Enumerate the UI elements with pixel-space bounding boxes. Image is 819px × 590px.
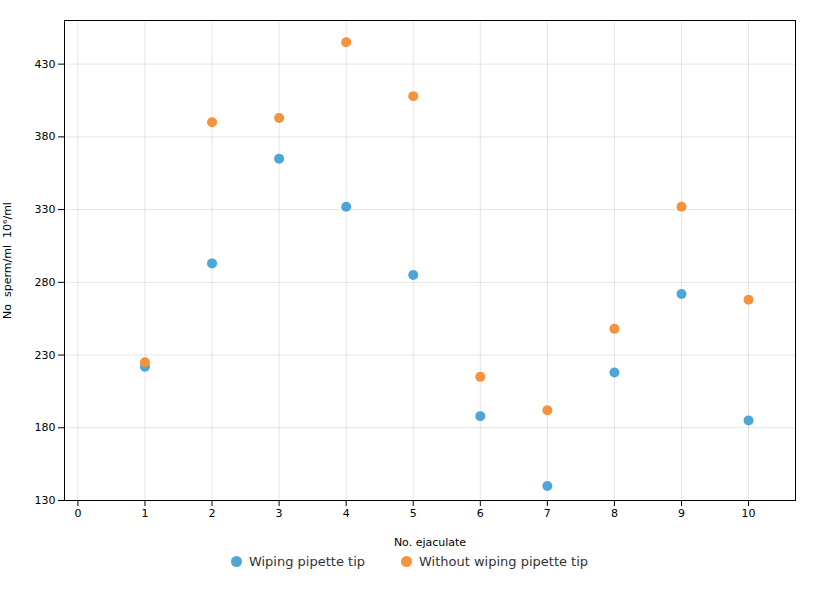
svg-text:7: 7 [544,507,551,520]
svg-text:1: 1 [141,507,148,520]
html-text:Wiping pipette tip: Wiping pipette tip [248,554,365,569]
svg-text:180: 180 [35,421,56,434]
svg-text:230: 230 [35,349,56,362]
svg-text:0: 0 [74,507,81,520]
svg-text:3: 3 [276,507,283,520]
svg-text:5: 5 [410,507,417,520]
svg-text:4: 4 [343,507,350,520]
svg-text:No sperm/ml 10⁶/ml: No sperm/ml 10⁶/ml [1,202,14,319]
svg-text:2: 2 [209,507,216,520]
svg-text:330: 330 [35,203,56,216]
svg-text:10: 10 [742,507,756,520]
svg-text:380: 380 [35,130,56,143]
svg-text:130: 130 [35,494,56,507]
svg-text:8: 8 [611,507,618,520]
svg-text:430: 430 [35,58,56,71]
svg-text:No. ejaculate: No. ejaculate [394,536,466,549]
svg-text:280: 280 [35,276,56,289]
svg-text:6: 6 [477,507,484,520]
svg-text:9: 9 [678,507,685,520]
html-text:Without wiping pipette tip: Without wiping pipette tip [419,554,589,569]
